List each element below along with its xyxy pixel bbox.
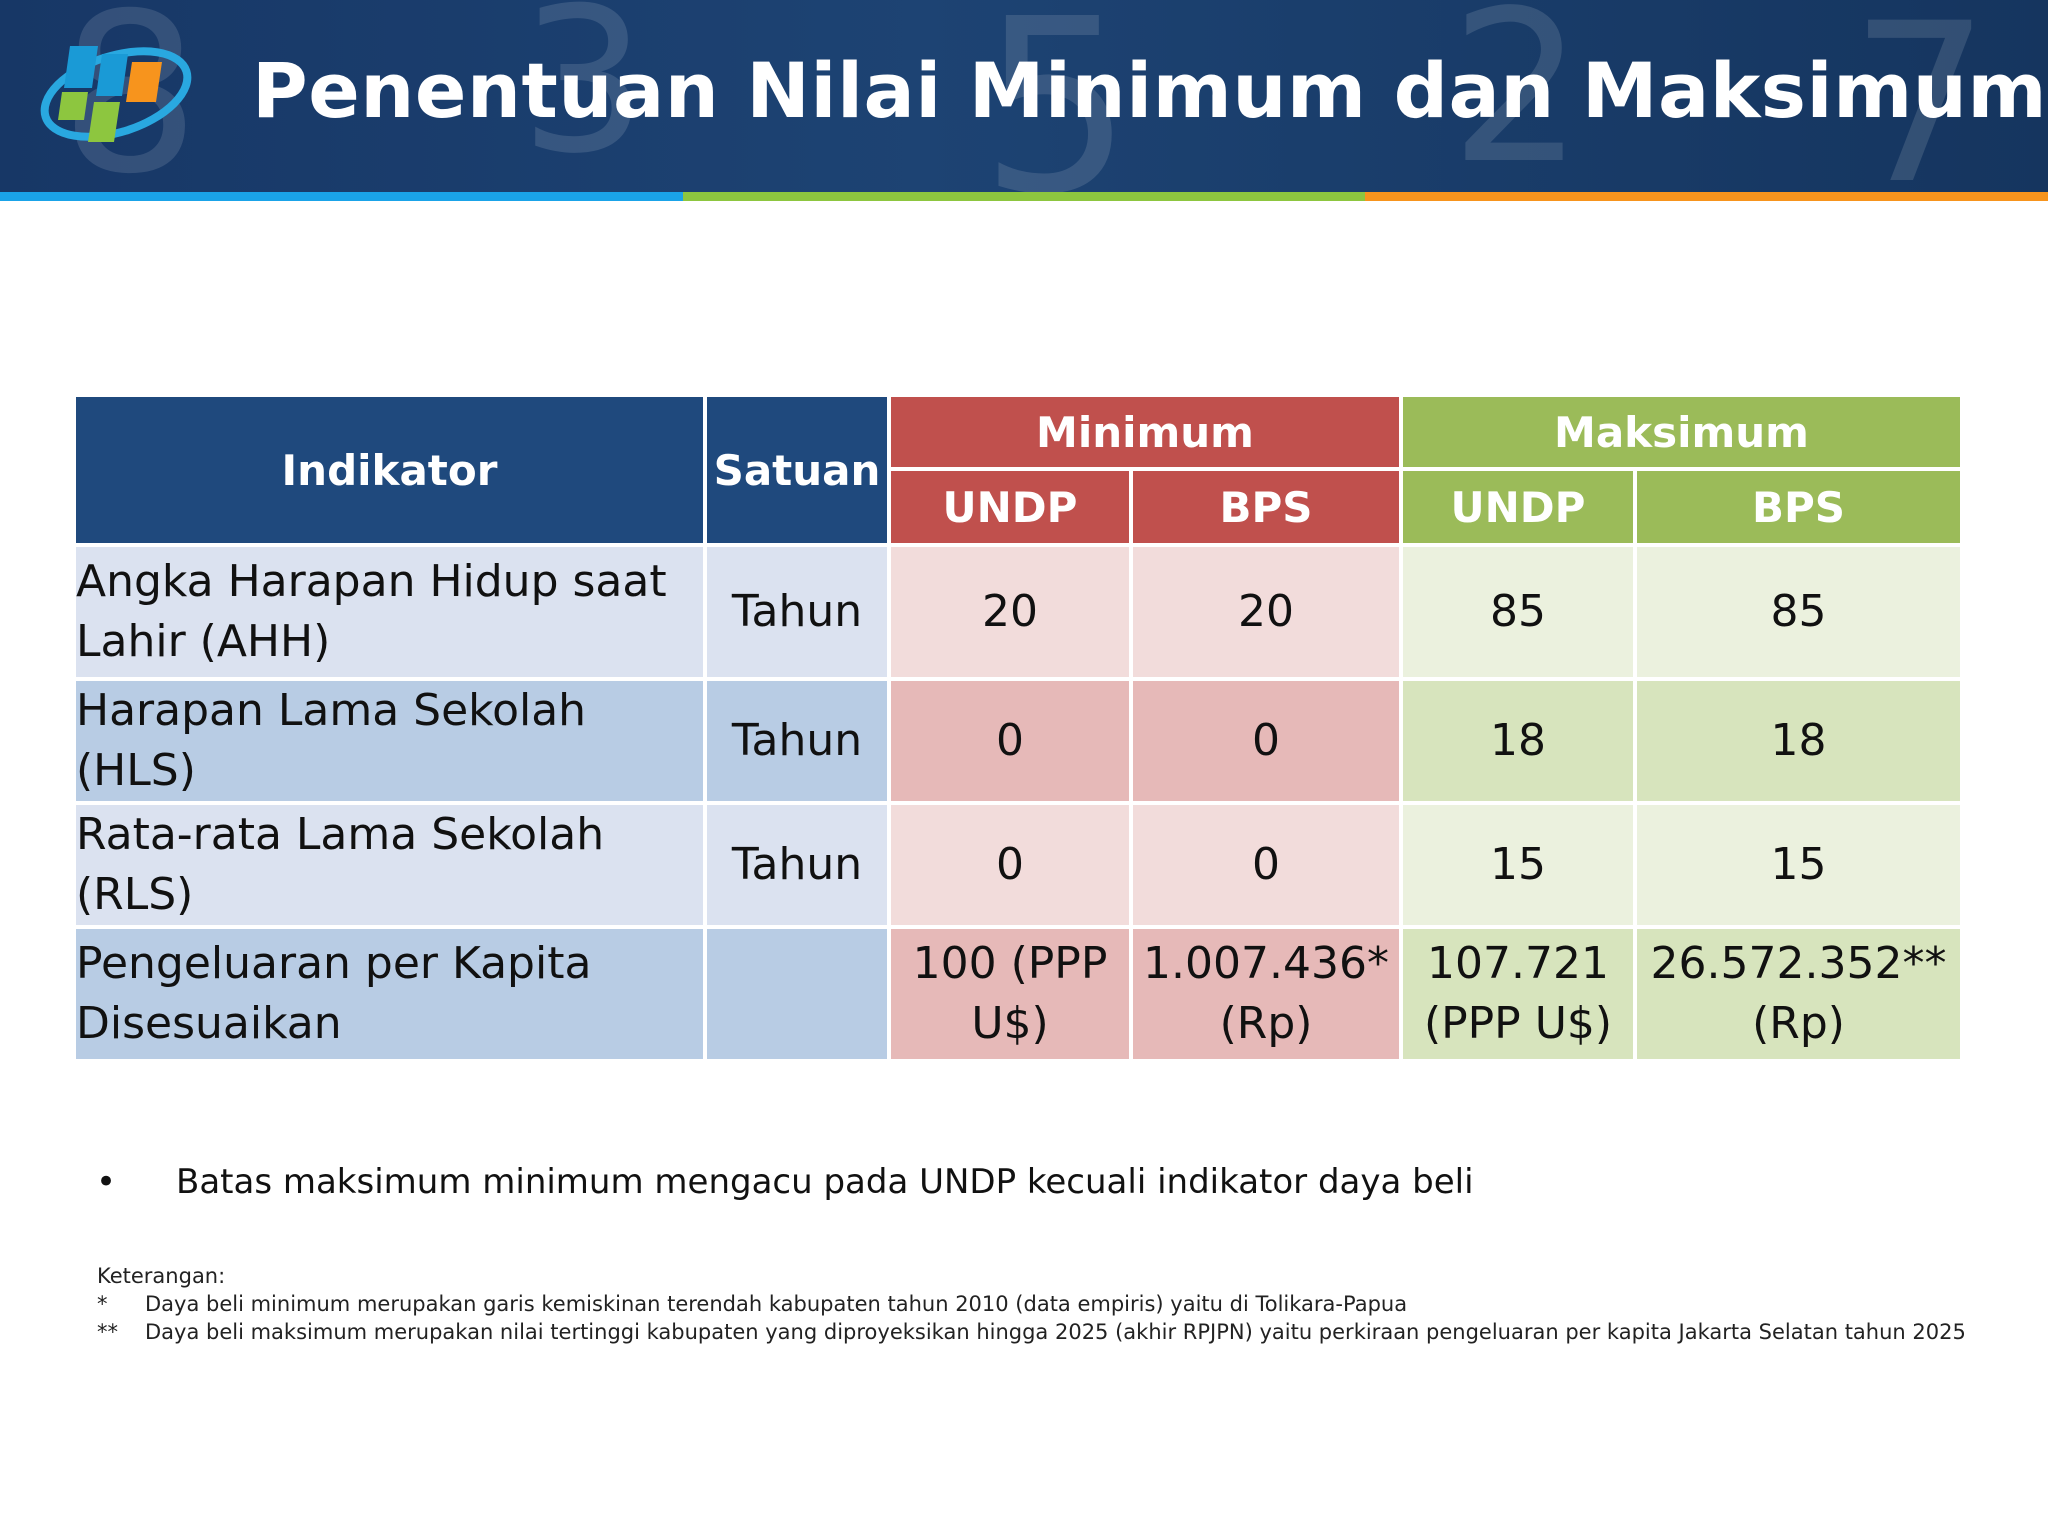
header-min-undp: UNDP [891, 471, 1129, 543]
cell-satuan: Tahun [707, 547, 887, 677]
footnote-text: Daya beli maksimum merupakan nilai terti… [145, 1320, 1966, 1344]
header-background-pattern: 8 3 5 2 7 [60, 0, 1990, 192]
footnote-item: * Daya beli minimum merupakan garis kemis… [97, 1290, 1966, 1318]
cell-max-undp: 85 [1403, 547, 1633, 677]
bullet-note: • Batas maksimum minimum mengacu pada UND… [96, 1162, 1474, 1202]
cell-max-bps: 85 [1637, 547, 1960, 677]
header-satuan: Satuan [707, 397, 887, 543]
cell-indikator: Angka Harapan Hidup saat Lahir (AHH) [76, 547, 703, 677]
header-max-undp: UNDP [1403, 471, 1633, 543]
svg-text:2: 2 [1450, 0, 1584, 192]
cell-max-undp: 15 [1403, 805, 1633, 925]
table-row: Rata-rata Lama Sekolah (RLS) Tahun 0 0 1… [76, 805, 1960, 925]
header-min-bps: BPS [1133, 471, 1399, 543]
footnote-item: ** Daya beli maksimum merupakan nilai ter… [97, 1318, 1966, 1346]
cell-indikator: Rata-rata Lama Sekolah (RLS) [76, 805, 703, 925]
svg-text:5: 5 [980, 0, 1133, 192]
bps-logo-icon [40, 46, 192, 142]
table-row: Pengeluaran per Kapita Disesuaikan 100 (… [76, 929, 1960, 1059]
cell-max-bps: 26.572.352** (Rp) [1637, 929, 1960, 1059]
slide-header: 8 3 5 2 7 Penentuan Nilai Minimum dan Ma… [0, 0, 2048, 192]
cell-indikator: Harapan Lama Sekolah (HLS) [76, 681, 703, 801]
footnote-mark: * [97, 1292, 108, 1316]
cell-min-bps: 1.007.436* (Rp) [1133, 929, 1399, 1059]
footnotes-heading: Keterangan: [97, 1264, 226, 1288]
slide-title: Penentuan Nilai Minimum dan Maksimum [252, 46, 2048, 135]
svg-text:7: 7 [1850, 0, 1990, 192]
footnote-mark: ** [97, 1320, 118, 1344]
bullet-text: Batas maksimum minimum mengacu pada UNDP… [176, 1162, 1474, 1202]
cell-max-undp: 18 [1403, 681, 1633, 801]
table-row: Harapan Lama Sekolah (HLS) Tahun 0 0 18 … [76, 681, 1960, 801]
cell-min-bps: 0 [1133, 805, 1399, 925]
header-minimum: Minimum [891, 397, 1399, 467]
footnotes: Keterangan: * Daya beli minimum merupakan… [97, 1262, 1966, 1346]
header-color-stripe [0, 192, 2048, 201]
header-maksimum: Maksimum [1403, 397, 1960, 467]
svg-text:3: 3 [520, 0, 647, 192]
cell-min-bps: 0 [1133, 681, 1399, 801]
cell-satuan [707, 929, 887, 1059]
bullet-icon: • [96, 1162, 117, 1202]
cell-satuan: Tahun [707, 681, 887, 801]
table-row: Angka Harapan Hidup saat Lahir (AHH) Tah… [76, 547, 1960, 677]
header-max-bps: BPS [1637, 471, 1960, 543]
cell-satuan: Tahun [707, 805, 887, 925]
cell-indikator: Pengeluaran per Kapita Disesuaikan [76, 929, 703, 1059]
cell-max-bps: 15 [1637, 805, 1960, 925]
cell-max-bps: 18 [1637, 681, 1960, 801]
cell-min-bps: 20 [1133, 547, 1399, 677]
footnote-text: Daya beli minimum merupakan garis kemisk… [145, 1292, 1408, 1316]
cell-min-undp: 0 [891, 681, 1129, 801]
header-indikator: Indikator [76, 397, 703, 543]
min-max-table: Indikator Satuan Minimum Maksimum UNDP B… [72, 393, 1964, 1063]
cell-min-undp: 20 [891, 547, 1129, 677]
cell-max-undp: 107.721 (PPP U$) [1403, 929, 1633, 1059]
cell-min-undp: 0 [891, 805, 1129, 925]
cell-min-undp: 100 (PPP U$) [891, 929, 1129, 1059]
